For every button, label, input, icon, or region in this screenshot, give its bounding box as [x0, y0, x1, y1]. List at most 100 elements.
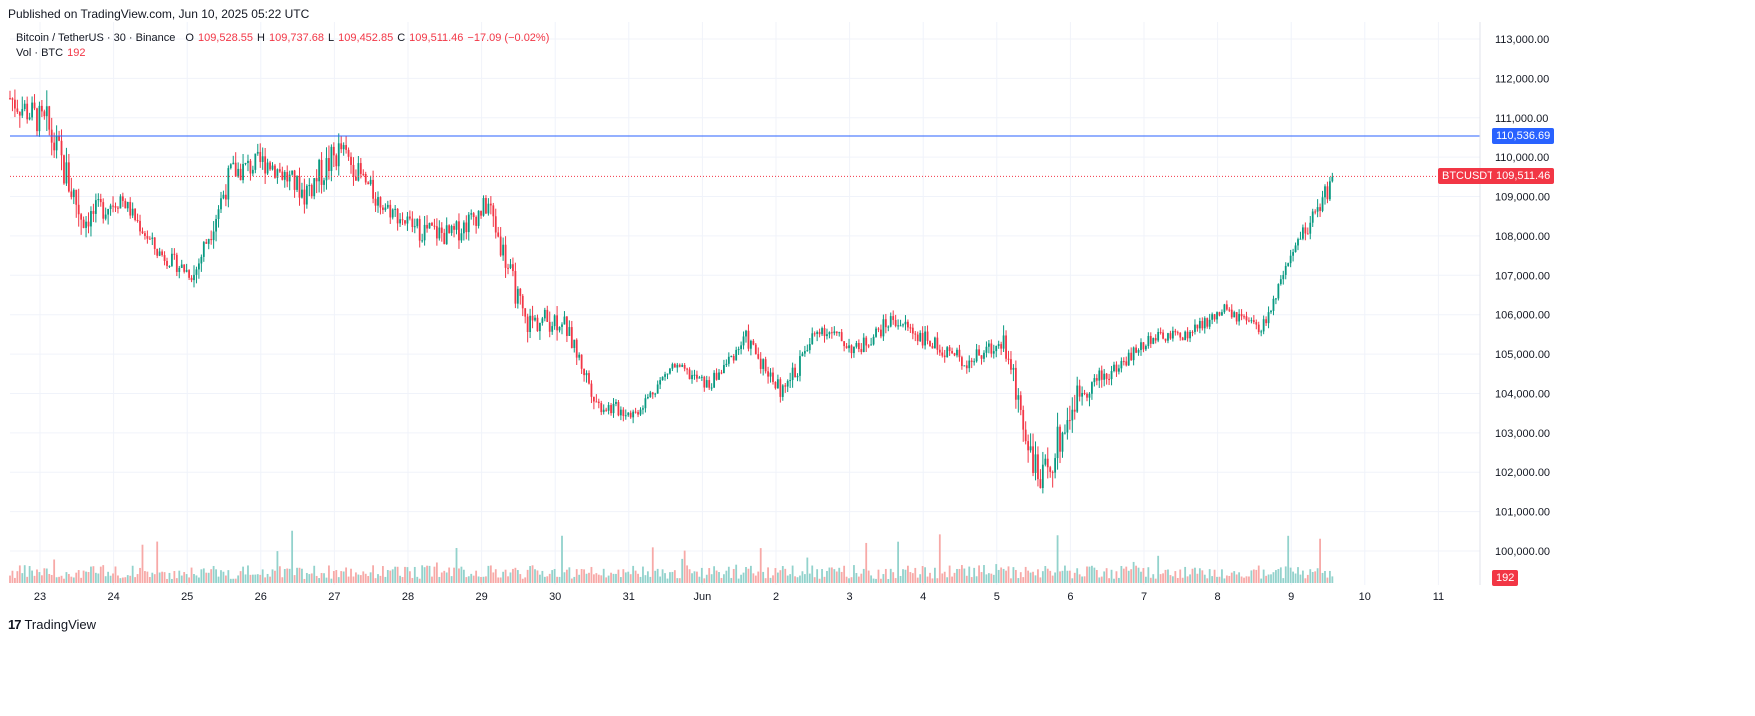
candle-body [31, 102, 33, 118]
time-tick-label: 26 [255, 591, 267, 603]
candle-body [394, 208, 397, 210]
candle-body [1189, 331, 1191, 339]
volume-bar [193, 573, 195, 583]
volume-bar [244, 574, 247, 583]
volume-bar [1272, 572, 1275, 583]
candle-body [602, 409, 605, 413]
volume-bar [931, 578, 934, 583]
volume-bar [352, 576, 355, 583]
candle-body [904, 321, 907, 325]
footer-brand[interactable]: 17 TradingView [8, 617, 96, 632]
volume-bar [278, 566, 281, 583]
candle-body [9, 98, 11, 100]
candle-body [320, 159, 323, 185]
candle-body [75, 189, 78, 205]
volume-bar [1328, 570, 1331, 583]
candle-body [1068, 420, 1071, 422]
volume-bar [1137, 567, 1140, 583]
candle-body [480, 210, 482, 216]
time-tick-label: 27 [328, 591, 340, 603]
volume-bar [897, 541, 900, 583]
volume-bar [389, 570, 392, 583]
candle-body [1005, 335, 1007, 359]
volume-bar [173, 571, 176, 583]
volume-bar [480, 576, 482, 583]
volume-bar [921, 566, 924, 583]
candle-body [570, 327, 573, 348]
candle-body [1044, 458, 1047, 465]
candle-body [1230, 309, 1233, 318]
volume-bar [247, 565, 249, 583]
volume-bar [291, 530, 294, 583]
volume-bar [1221, 569, 1223, 583]
volume-bar [242, 566, 244, 583]
candle-body [1277, 284, 1280, 299]
candle-body [656, 384, 659, 394]
volume-bar [1142, 568, 1145, 583]
candle-body [18, 111, 21, 116]
candle-body [585, 373, 588, 376]
volume-bar [166, 578, 168, 583]
time-tick-label: 5 [994, 591, 1000, 603]
volume-bar [816, 569, 819, 583]
volume-bar [1127, 570, 1130, 583]
candle-body [811, 333, 814, 345]
volume-label[interactable]: Vol · BTC [16, 47, 64, 59]
volume-bar [1154, 578, 1157, 583]
volume-bar [1034, 575, 1037, 583]
volume-bar [546, 576, 549, 583]
candle-body [723, 365, 725, 374]
candle-body [700, 376, 703, 378]
candle-body [970, 360, 973, 363]
candle-body [166, 260, 168, 266]
volume-bar [40, 575, 43, 583]
volume-bar [82, 570, 85, 583]
candle-body [220, 198, 222, 210]
candle-body [936, 337, 939, 350]
volume-bar [622, 569, 625, 583]
volume-bar [462, 569, 465, 583]
candle-body [835, 331, 838, 334]
candle-body [1238, 313, 1241, 322]
volume-bar [124, 577, 127, 583]
candle-body [796, 375, 799, 378]
candle-body [401, 219, 404, 221]
volume-bar [80, 577, 83, 583]
volume-bar [563, 572, 566, 583]
volume-bar [1122, 568, 1125, 583]
volume-bar [1176, 577, 1179, 583]
candle-body [28, 117, 31, 120]
candle-body [902, 324, 904, 326]
candle-body [1019, 395, 1022, 410]
candle-body [242, 164, 244, 181]
time-tick-label: 31 [623, 591, 635, 603]
candle-body [1152, 338, 1155, 344]
candle-body [583, 368, 585, 376]
candle-body [786, 380, 789, 387]
volume-bar [627, 571, 630, 583]
candle-body [163, 255, 166, 261]
candle-body [224, 194, 227, 200]
volume-bar [686, 565, 689, 583]
candle-body [438, 227, 441, 239]
candle-body [1243, 316, 1245, 318]
time-tick-label: 2 [773, 591, 779, 603]
volume-bar [261, 569, 264, 583]
candle-body [1022, 409, 1025, 430]
candle-body [426, 224, 428, 229]
candle-body [119, 196, 122, 209]
candle-body [212, 231, 215, 241]
candle-body [745, 330, 747, 337]
candle-body [482, 198, 485, 216]
candle-body [536, 317, 539, 332]
volume-bar [580, 569, 583, 583]
volume-bar [1179, 569, 1182, 583]
candle-body [440, 227, 443, 233]
volume-bar [1255, 569, 1258, 583]
candle-body [715, 372, 718, 380]
symbol-label[interactable]: Bitcoin / TetherUS · 30 · Binance [16, 32, 176, 44]
volume-bar [585, 573, 588, 583]
volume-bar [234, 578, 237, 583]
candle-body [541, 318, 544, 323]
